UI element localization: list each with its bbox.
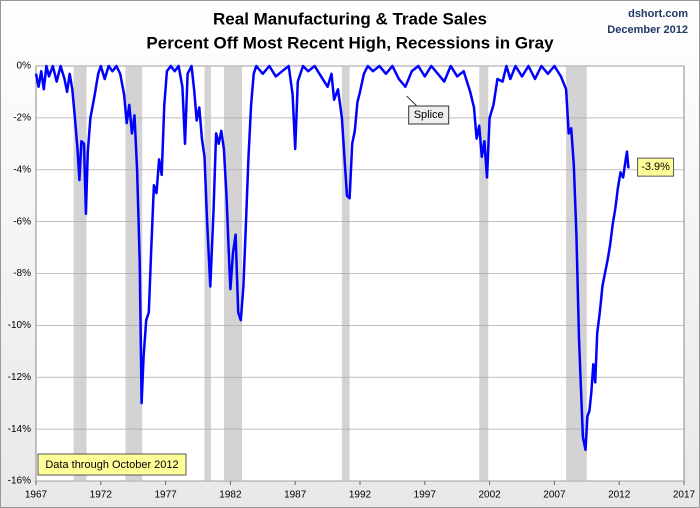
y-tick-label: -10% <box>8 320 31 331</box>
x-tick-label: 2017 <box>673 490 696 501</box>
end-label: -3.9% <box>641 161 670 173</box>
data-line <box>34 64 630 452</box>
x-tick-label: 2007 <box>543 490 566 501</box>
callout-box <box>408 105 450 125</box>
source: dshort.com <box>628 8 688 20</box>
date: December 2012 <box>607 24 688 36</box>
x-tick-label: 1977 <box>154 490 177 501</box>
end-label-box <box>637 157 675 177</box>
y-tick-label: -2% <box>13 113 31 124</box>
y-tick-label: 0% <box>17 61 32 72</box>
x-tick-label: 1997 <box>414 490 437 501</box>
y-tick-label: -12% <box>8 372 31 383</box>
x-tick-label: 1987 <box>284 490 307 501</box>
x-tick-label: 1967 <box>25 490 48 501</box>
y-tick-label: -6% <box>13 216 31 227</box>
callout-pointer <box>406 95 418 107</box>
y-tick-label: -14% <box>8 424 31 435</box>
x-tick-label: 1982 <box>219 490 242 501</box>
x-tick-label: 2012 <box>608 490 631 501</box>
y-tick-label: -16% <box>8 476 31 487</box>
note: Data through October 2012 <box>45 459 178 471</box>
x-tick-label: 1972 <box>90 490 113 501</box>
y-tick-label: -4% <box>13 164 31 175</box>
chart-subtitle: Percent Off Most Recent High, Recessions… <box>146 33 554 52</box>
note-box <box>37 453 187 476</box>
x-tick-label: 2002 <box>478 490 501 501</box>
x-tick-label: 1992 <box>349 490 372 501</box>
splice-label: Splice <box>414 109 444 121</box>
y-tick-label: -8% <box>13 268 31 279</box>
chart-title: Real Manufacturing & Trade Sales <box>213 9 487 28</box>
